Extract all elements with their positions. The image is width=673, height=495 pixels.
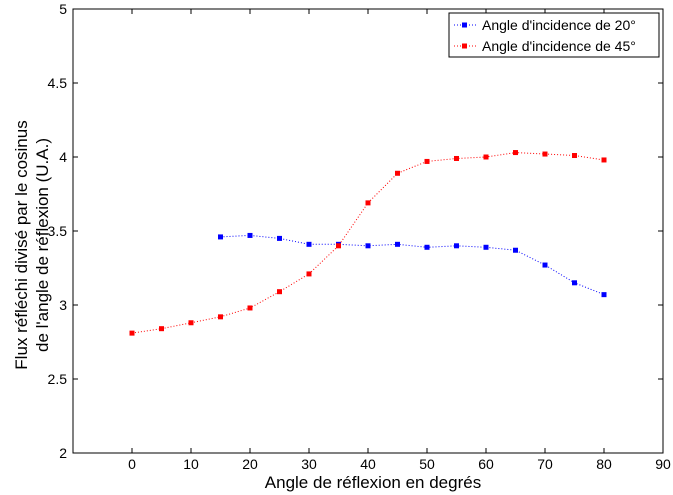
y-tick-label: 4.5 xyxy=(48,75,68,91)
data-point xyxy=(306,271,312,277)
x-tick-label: 50 xyxy=(419,456,435,472)
data-point xyxy=(601,157,607,163)
data-point xyxy=(336,243,341,249)
data-point xyxy=(483,154,489,160)
y-tick-label: 3.5 xyxy=(48,223,68,239)
y-axis-ticks: 2 2.5 3 3.5 4 4.5 5 xyxy=(48,1,663,461)
x-tick-label: 90 xyxy=(655,456,671,472)
data-point xyxy=(542,262,548,268)
data-point xyxy=(424,244,430,250)
data-point xyxy=(365,243,371,249)
y-tick-label: 2.5 xyxy=(48,371,68,387)
data-point xyxy=(424,158,430,164)
y-tick-label: 3 xyxy=(59,297,67,313)
data-point xyxy=(601,292,607,298)
y-tick-label: 5 xyxy=(59,1,67,17)
plot-area xyxy=(72,8,664,454)
data-point xyxy=(188,320,194,326)
data-point xyxy=(513,150,518,156)
data-point xyxy=(365,200,371,206)
data-point xyxy=(306,241,312,247)
data-point xyxy=(572,280,577,286)
series-layer xyxy=(129,150,607,336)
legend-label: Angle d'incidence de 45° xyxy=(482,38,636,54)
data-point xyxy=(395,170,400,176)
x-tick-label: 70 xyxy=(537,456,553,472)
x-axis-ticks: 0 10 20 30 40 50 60 70 80 90 xyxy=(128,9,671,472)
x-tick-label: 20 xyxy=(242,456,258,472)
data-point xyxy=(542,151,548,157)
legend: Angle d'incidence de 20° Angle d'incidenc… xyxy=(448,12,660,58)
data-point xyxy=(454,243,459,249)
plot-frame xyxy=(72,8,664,454)
data-point xyxy=(454,155,459,161)
x-tick-label: 10 xyxy=(183,456,199,472)
legend-box xyxy=(448,12,660,58)
y-tick-label: 4 xyxy=(59,149,67,165)
data-point xyxy=(277,289,282,295)
legend-label: Angle d'incidence de 20° xyxy=(482,17,636,33)
x-tick-label: 30 xyxy=(301,456,317,472)
data-point xyxy=(218,314,223,320)
data-point xyxy=(513,247,518,253)
data-point xyxy=(483,244,489,250)
x-tick-label: 60 xyxy=(478,456,494,472)
y-axis-title-line-1: Flux réfléchi divisé par le cosinus xyxy=(12,120,31,369)
data-point xyxy=(159,326,164,332)
series-line xyxy=(220,234,605,296)
data-point xyxy=(277,235,282,241)
x-tick-label: 40 xyxy=(360,456,376,472)
y-axis-title-line-2: de l'angle de réflexion (U.A.) xyxy=(33,138,52,352)
legend-marker xyxy=(462,43,467,49)
legend-marker xyxy=(462,22,467,28)
x-axis-title: Angle de réflexion en degrés xyxy=(265,473,481,492)
data-point xyxy=(395,241,400,247)
data-point xyxy=(572,153,577,159)
x-tick-label: 0 xyxy=(128,456,136,472)
x-tick-label: 80 xyxy=(596,456,612,472)
data-point xyxy=(247,232,253,238)
series-2 xyxy=(129,150,607,336)
data-point xyxy=(247,305,253,311)
data-point xyxy=(218,234,223,240)
y-tick-label: 2 xyxy=(59,445,67,461)
data-point xyxy=(129,330,135,336)
